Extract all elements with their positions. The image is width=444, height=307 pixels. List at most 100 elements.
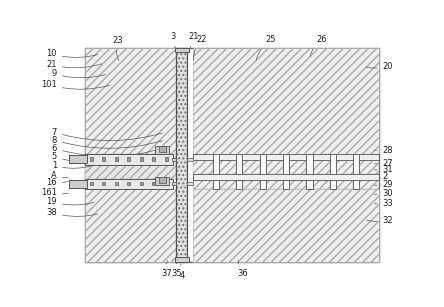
Bar xyxy=(236,180,242,189)
Bar xyxy=(175,257,189,262)
Bar xyxy=(172,182,176,185)
Text: 6: 6 xyxy=(52,144,162,156)
Text: A: A xyxy=(52,171,68,180)
Bar xyxy=(69,180,87,188)
Bar xyxy=(283,180,289,189)
Bar xyxy=(152,157,155,161)
Bar xyxy=(313,180,329,189)
Bar xyxy=(90,182,93,185)
Bar xyxy=(115,182,118,185)
Bar xyxy=(353,154,359,174)
Bar xyxy=(90,157,93,161)
Bar xyxy=(336,180,353,189)
Text: 7: 7 xyxy=(52,128,162,141)
Text: 3: 3 xyxy=(170,32,176,49)
Text: 20: 20 xyxy=(367,62,393,71)
Bar xyxy=(85,48,380,262)
Text: 25: 25 xyxy=(256,35,276,60)
Bar xyxy=(127,182,130,185)
Bar xyxy=(283,154,289,174)
Bar xyxy=(306,180,313,189)
Bar xyxy=(102,157,105,161)
Bar xyxy=(102,182,105,185)
Text: 21: 21 xyxy=(47,60,102,69)
Bar xyxy=(266,180,283,189)
Bar xyxy=(155,177,169,185)
Bar xyxy=(193,154,380,160)
Text: 21: 21 xyxy=(188,32,199,49)
Text: 29: 29 xyxy=(374,180,393,189)
Text: 31: 31 xyxy=(374,165,393,174)
Bar xyxy=(175,48,189,52)
Text: 10: 10 xyxy=(47,49,98,58)
Text: 19: 19 xyxy=(47,197,94,206)
Bar xyxy=(193,174,380,180)
Text: 1: 1 xyxy=(52,161,90,170)
Bar xyxy=(359,180,380,189)
Bar xyxy=(213,180,219,189)
Text: 26: 26 xyxy=(310,35,327,56)
Bar xyxy=(172,158,176,161)
Bar xyxy=(187,158,193,161)
Text: 28: 28 xyxy=(374,146,393,154)
Bar xyxy=(85,48,176,154)
Bar xyxy=(165,182,168,185)
Bar xyxy=(213,154,219,174)
Bar xyxy=(353,180,359,189)
Text: 38: 38 xyxy=(46,208,98,217)
Bar xyxy=(306,154,313,174)
Bar xyxy=(85,154,173,165)
Bar xyxy=(193,180,213,189)
Text: 16: 16 xyxy=(47,178,68,187)
Bar xyxy=(193,48,380,154)
Bar xyxy=(176,48,187,262)
Bar xyxy=(242,160,260,174)
Bar xyxy=(85,178,173,189)
Bar xyxy=(260,154,266,174)
Bar xyxy=(69,155,87,163)
Text: 22: 22 xyxy=(194,35,206,60)
Text: 33: 33 xyxy=(374,199,393,208)
Bar xyxy=(266,160,283,174)
Bar xyxy=(359,160,380,174)
Text: 2: 2 xyxy=(374,173,388,181)
Bar xyxy=(127,157,130,161)
Bar xyxy=(85,189,176,262)
Text: 35: 35 xyxy=(171,262,182,278)
Bar xyxy=(329,154,336,174)
Bar xyxy=(329,180,336,189)
Bar xyxy=(236,154,242,174)
Bar xyxy=(219,180,236,189)
Text: 23: 23 xyxy=(112,36,123,60)
Bar xyxy=(159,177,166,183)
Bar xyxy=(85,154,176,178)
Text: 32: 32 xyxy=(367,216,393,225)
Text: 4: 4 xyxy=(179,264,184,280)
Bar xyxy=(289,180,306,189)
Text: 36: 36 xyxy=(237,261,248,278)
Bar xyxy=(187,182,193,185)
Bar xyxy=(165,157,168,161)
Text: 161: 161 xyxy=(41,188,68,197)
Bar xyxy=(193,189,380,262)
Bar xyxy=(152,182,155,185)
Bar xyxy=(193,160,213,174)
Text: 8: 8 xyxy=(52,135,162,148)
Text: 101: 101 xyxy=(41,80,109,89)
Text: 30: 30 xyxy=(374,189,393,198)
Bar xyxy=(115,157,118,161)
Bar xyxy=(140,157,143,161)
Bar xyxy=(313,160,329,174)
Bar xyxy=(219,160,236,174)
Text: 27: 27 xyxy=(374,159,393,168)
Bar xyxy=(289,160,306,174)
Bar xyxy=(159,146,166,152)
Text: 5: 5 xyxy=(52,153,158,164)
Bar xyxy=(260,180,266,189)
Bar xyxy=(140,182,143,185)
Bar xyxy=(336,160,353,174)
Bar xyxy=(242,180,260,189)
Bar xyxy=(155,146,169,154)
Text: 37: 37 xyxy=(162,260,172,278)
Text: 9: 9 xyxy=(52,69,106,78)
